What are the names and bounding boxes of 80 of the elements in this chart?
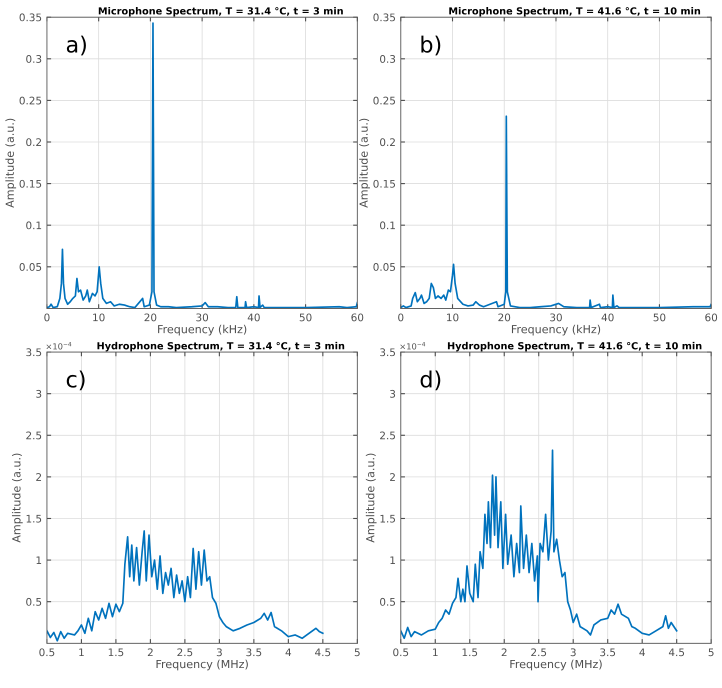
y-tick-label: 2.5	[26, 432, 42, 440]
text: ×10$^{−4}$	[46, 342, 72, 350]
x-tick-label: 1	[79, 648, 84, 656]
y-tick-label: 1	[390, 556, 395, 564]
x-tick-label: 3	[570, 648, 576, 656]
x-tick-label: 0	[44, 313, 50, 322]
x-tick-label: 60	[351, 313, 364, 322]
y-tick-label: 0.05	[373, 263, 396, 271]
x-axis-title: Frequency (kHz)	[512, 324, 600, 336]
chart-title: Hydrophone Spectrum, T = 41.6 °C, t = 10 min	[448, 342, 702, 352]
y-axis-title: Amplitude (a.u.)	[12, 454, 23, 543]
y-axis-title: Amplitude (a.u.)	[5, 118, 16, 208]
x-tick-label: 4	[286, 648, 292, 656]
x-tick-label: 4	[639, 648, 645, 656]
x-tick-label: 3	[216, 648, 222, 656]
x-tick-label: 30	[196, 313, 208, 322]
x-tick-label: 1.5	[462, 648, 478, 656]
x-tick-label: 10	[447, 313, 458, 322]
x-tick-label: 3.5	[600, 648, 616, 656]
y-tick-label: 1.5	[26, 514, 42, 523]
y-tick-label: 0.1	[380, 221, 395, 230]
x-tick-label: 30	[550, 313, 562, 322]
x-axis-title: Frequency (MHz)	[510, 660, 602, 670]
chart-title: Microphone Spectrum, T = 41.6 °C, t = 10 min	[449, 7, 700, 16]
x-tick-label: 50	[654, 313, 666, 322]
y-tick-label: 1	[36, 556, 42, 564]
x-axis-title: Frequency (MHz)	[156, 660, 248, 670]
y-tick-label: 3	[36, 390, 42, 398]
x-tick-label: 4.5	[315, 648, 330, 656]
y-tick-label: 1.5	[380, 514, 396, 523]
text: ×10$^{−4}$	[400, 342, 426, 350]
y-tick-label: 3.5	[26, 348, 42, 356]
y-tick-label: 0.35	[373, 13, 396, 22]
x-tick-label: 2	[502, 648, 507, 656]
x-tick-label: 5	[354, 648, 360, 656]
line-series	[46, 530, 324, 642]
y-tick-label: 0.2	[26, 138, 42, 146]
x-tick-label: 1	[433, 648, 438, 656]
x-tick-label: 2.5	[531, 648, 546, 656]
chart-title: Microphone Spectrum, T = 31.4 °C, t = 3 min	[98, 7, 343, 16]
y-axis-title: Amplitude (a.u.)	[366, 454, 377, 543]
x-tick-label: 3.5	[246, 648, 262, 656]
y-tick-label: 0.35	[20, 13, 42, 22]
y-tick-label: 2	[36, 473, 42, 481]
x-tick-label: 2	[148, 648, 153, 656]
y-tick-label: 0.25	[20, 96, 42, 105]
x-axis-title: Frequency (kHz)	[158, 324, 246, 336]
x-tick-label: 50	[300, 313, 312, 322]
y-tick-label: 0.25	[373, 96, 396, 105]
x-tick-label: 60	[705, 313, 718, 322]
y-axis-title: Amplitude (a.u.)	[359, 118, 370, 208]
x-tick-label: 20	[498, 313, 510, 322]
x-tick-label: 10	[93, 313, 105, 322]
x-tick-label: 2.5	[177, 648, 192, 656]
y-tick-label: 0.1	[26, 221, 42, 230]
y-tick-label: 0.05	[20, 263, 42, 271]
annotation: c)	[66, 370, 85, 390]
y-tick-label: 0.3	[380, 55, 396, 63]
x-tick-label: 40	[602, 313, 614, 322]
x-tick-label: 1.5	[108, 648, 124, 656]
annotation: d)	[420, 370, 440, 390]
annotation: a)	[66, 36, 86, 56]
annotation: b)	[421, 36, 440, 56]
y-tick-label: 0.15	[20, 180, 42, 188]
y-tick-label: 2	[390, 473, 395, 481]
y-tick-label: 0.15	[373, 180, 396, 188]
y-tick-label: 0.5	[380, 598, 396, 606]
y-tick-label: 0.3	[26, 55, 42, 63]
y-tick-label: 3.5	[380, 348, 396, 356]
line-series	[400, 449, 678, 640]
y-tick-label: 0.2	[380, 138, 395, 146]
x-tick-label: 0	[398, 313, 404, 322]
y-tick-label: 0.5	[26, 598, 42, 606]
x-tick-label: 20	[144, 313, 156, 322]
y-tick-label: 3	[390, 390, 396, 398]
x-tick-label: 40	[248, 313, 260, 322]
y-tick-label: 2.5	[380, 432, 396, 440]
x-tick-label: 4.5	[668, 648, 684, 656]
chart-title: Hydrophone Spectrum, T = 31.4 °C, t = 3 min	[97, 342, 344, 352]
x-tick-label: 5	[708, 648, 714, 656]
